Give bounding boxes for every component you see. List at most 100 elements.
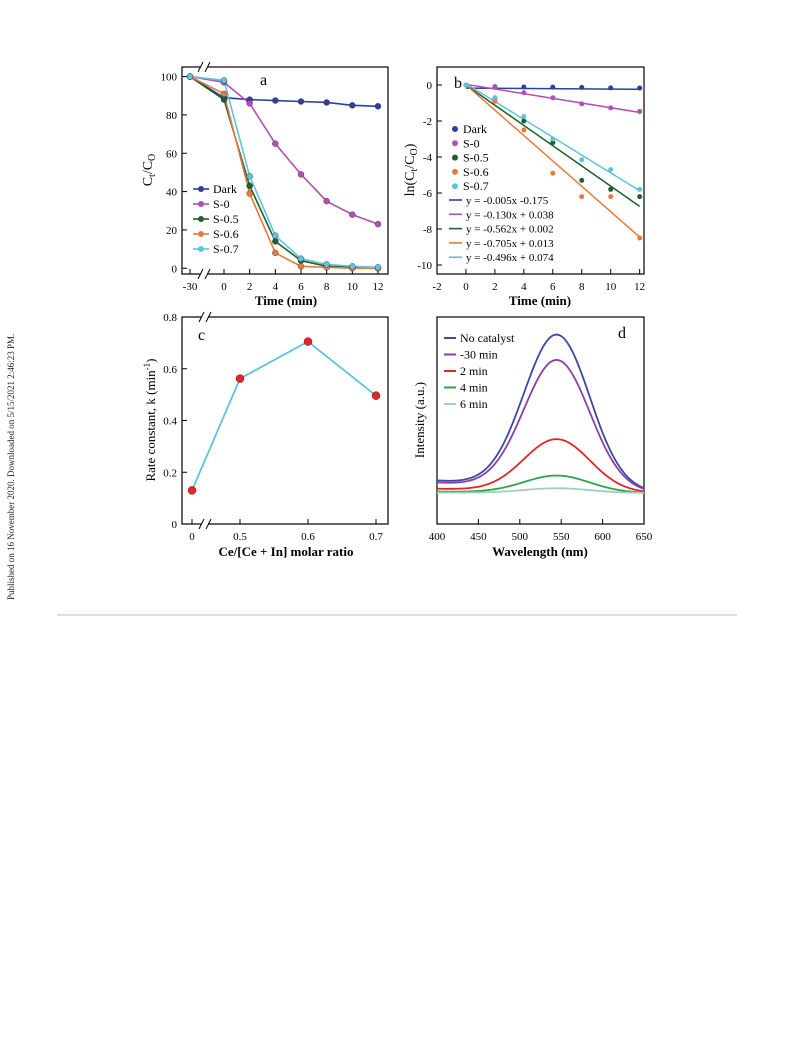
- series-line-S-0.6: [189, 75, 378, 270]
- a-xtick-label: 10: [347, 281, 359, 293]
- panel-a-axis-break: [197, 61, 211, 280]
- b-ytick-label: -10: [417, 260, 432, 272]
- c-xtick-label: 0.6: [301, 531, 315, 543]
- data-point-S-0.7: [492, 95, 498, 101]
- rate-constant-line: [191, 340, 377, 491]
- data-point-S-0.7: [374, 264, 382, 271]
- data-point-S-0.5: [550, 140, 556, 146]
- legend-label: Dark: [463, 122, 487, 136]
- data-point-S-0.5: [272, 238, 279, 245]
- axis-break-mark: [204, 268, 211, 280]
- panel-d-letter: d: [618, 325, 626, 342]
- legend-label: S-0.6: [463, 165, 489, 179]
- c-ytick-label: 0: [172, 519, 178, 531]
- legend-label: S-0: [463, 136, 480, 150]
- d-xtick-label: 600: [594, 531, 611, 543]
- data-point-S-0.7: [349, 263, 356, 270]
- data-point: [187, 486, 197, 495]
- d-xtick-label: 550: [553, 531, 570, 543]
- b-xtick-label: 12: [634, 281, 645, 293]
- legend-label: S-0.6: [213, 227, 239, 241]
- panel-b-letter: b: [454, 75, 462, 92]
- data-point-S-0.5: [637, 194, 643, 200]
- c-xtick-label: 0.7: [369, 531, 383, 543]
- c-ytick-label: 0.2: [163, 467, 177, 479]
- axis-break-mark: [198, 518, 205, 530]
- data-point-S-0.7: [186, 73, 194, 80]
- c-ytick-label: 0.4: [163, 416, 177, 428]
- data-point-S-0: [608, 105, 614, 111]
- axis-break-mark: [198, 311, 205, 323]
- panel-d-lines: [436, 333, 645, 494]
- panel-a-frame: [181, 66, 389, 275]
- panel-b-frame: [436, 66, 645, 275]
- data-point-S-0.6: [492, 98, 498, 104]
- data-point-Dark: [272, 97, 279, 104]
- data-point: [235, 374, 245, 383]
- data-point-S-0.7: [272, 232, 279, 239]
- a-ytick-label: 40: [166, 187, 178, 199]
- data-point-S-0.7: [323, 261, 330, 268]
- a-xtick-label: 2: [247, 281, 253, 293]
- axis-break-mark: [197, 61, 204, 73]
- panel-d-ylabel: Intensity (a.u.): [412, 382, 427, 458]
- data-point-Dark: [521, 84, 527, 90]
- data-point: [371, 391, 381, 400]
- data-point-S-0.6: [272, 249, 279, 257]
- b-xtick-label: 6: [550, 281, 556, 293]
- a-xtick-label: 4: [273, 281, 279, 293]
- panel-c-axis-break: [198, 311, 212, 530]
- b-xtick-label: -2: [432, 281, 441, 293]
- panel-a-points: [186, 73, 382, 272]
- legend-label: S-0.7: [213, 242, 239, 256]
- axis-break-gap: [201, 269, 207, 279]
- legend-marker: [198, 231, 204, 237]
- legend-marker: [198, 186, 204, 192]
- section-divider: [57, 614, 737, 616]
- panel-c-lines: [191, 340, 377, 491]
- c-ytick-label: 0.6: [163, 364, 177, 376]
- legend-marker: [198, 216, 204, 222]
- legend-marker: [198, 201, 204, 207]
- data-point-S-0: [349, 211, 356, 218]
- data-point-S-0.7: [297, 255, 305, 262]
- legend-label: 4 min: [460, 381, 488, 395]
- legend-marker: [452, 183, 458, 190]
- axis-break-gap: [202, 312, 208, 322]
- data-point-S-0: [637, 108, 643, 114]
- data-point-S-0.7: [246, 173, 253, 180]
- data-point-S-0.5: [220, 96, 228, 103]
- a-ytick-label: 100: [161, 72, 178, 84]
- c-ytick-label: 0.8: [163, 312, 177, 324]
- data-point-S-0.6: [550, 170, 556, 176]
- data-point-S-0.7: [579, 157, 585, 163]
- data-point-S-0.7: [220, 77, 228, 84]
- spectrum--30 min: [436, 359, 645, 490]
- side-note: Published on 16 November 2020. Downloade…: [0, 0, 22, 1039]
- b-xtick-label: 4: [521, 281, 527, 293]
- axis-break-mark: [197, 268, 204, 280]
- legend-marker: [198, 246, 204, 252]
- panel-a-lines: [189, 75, 379, 270]
- panel-d-ticks: 400 450 500 550 600 650: [429, 519, 653, 543]
- panel-c-xlabel: Ce/[Ce + In] molar ratio: [219, 544, 354, 559]
- d-xtick-label: 450: [470, 531, 487, 543]
- legend-marker: [452, 168, 458, 175]
- data-point-Dark: [550, 84, 556, 90]
- axis-break-mark: [205, 311, 212, 323]
- legend-label: Dark: [213, 182, 237, 196]
- panel-a-ticks: -30 0 2 4 6 8 10 12 0 20 40 60 80 100: [161, 72, 384, 293]
- data-point-S-0: [521, 90, 527, 96]
- data-point-S-0: [550, 95, 556, 101]
- a-xtick-label: 0: [221, 281, 227, 293]
- data-point-S-0.5: [579, 177, 585, 183]
- series-line-S-0.7: [189, 75, 379, 269]
- d-xtick-label: 500: [512, 531, 529, 543]
- legend-fit-label: y = -0.005x -0.175: [466, 195, 549, 207]
- data-point-Dark: [323, 99, 330, 106]
- legend-fit-label: y = -0.130x + 0.038: [466, 209, 554, 221]
